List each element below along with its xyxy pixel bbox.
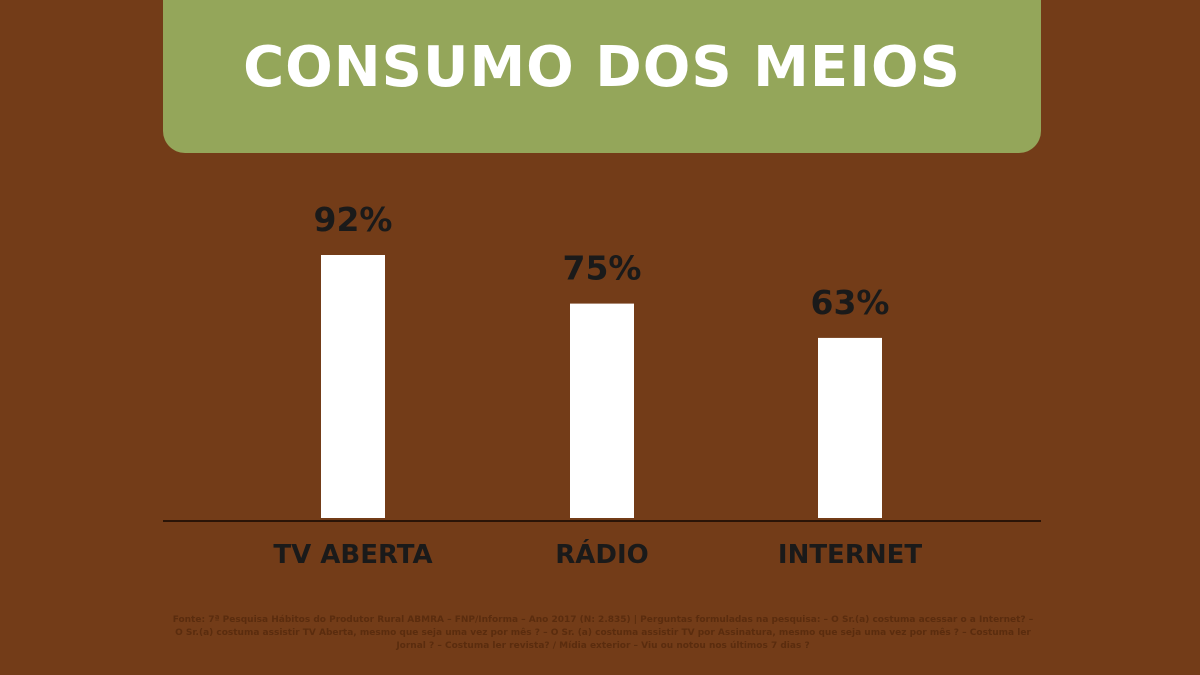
category-label-2: INTERNET (778, 540, 922, 570)
category-label-0: TV ABERTA (273, 540, 432, 570)
category-label-1: RÁDIO (555, 538, 649, 570)
bar-2 (818, 337, 882, 518)
source-note: Fonte: 7ª Pesquisa Hábitos do Produtor R… (172, 615, 1034, 651)
value-label-1: 75% (563, 249, 642, 288)
bar-0 (321, 255, 385, 518)
labels-group: 92% TV ABERTA 75% RÁDIO 63% INTERNET (273, 200, 922, 570)
value-label-0: 92% (314, 200, 393, 239)
value-label-2: 63% (811, 283, 890, 322)
chart-title: CONSUMO DOS MEIOS (243, 35, 961, 100)
title-banner: CONSUMO DOS MEIOS (163, 0, 1041, 153)
bar-1 (570, 303, 634, 518)
bars-group (321, 255, 882, 518)
